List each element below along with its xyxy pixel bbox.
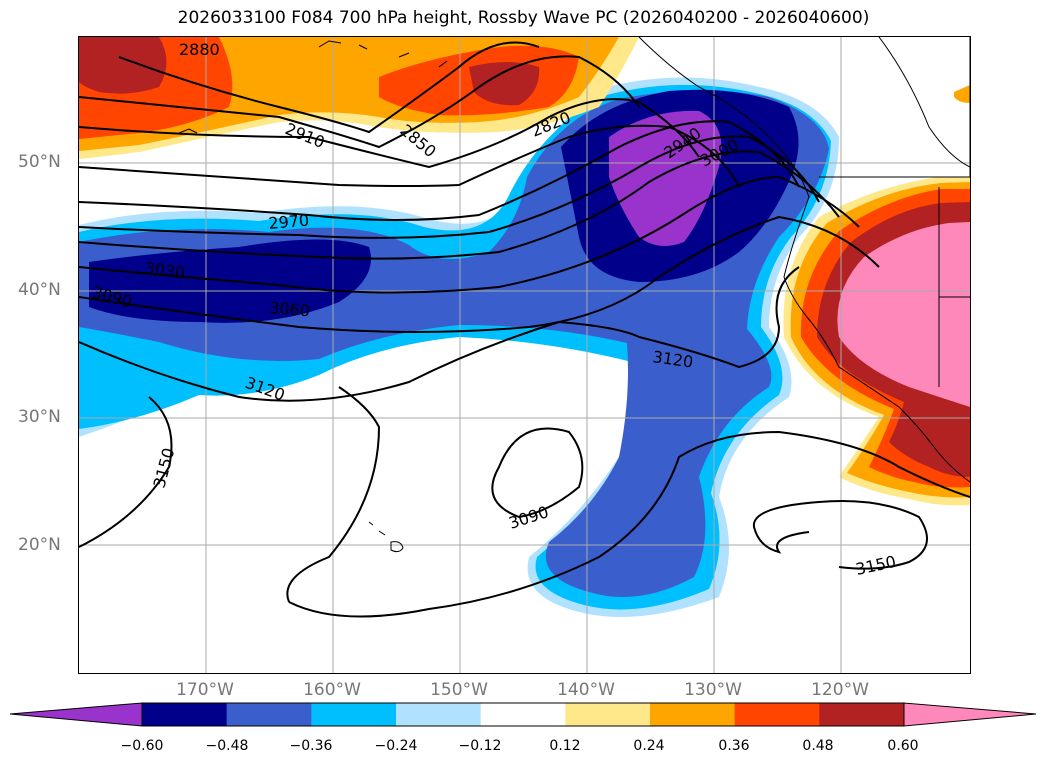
lat-label-30n: 30°N [18,407,61,427]
colorbar-tick: −0.48 [205,738,249,754]
positive-anomaly-pink-spot [954,85,970,103]
lon-label-120w: 120°W [811,680,869,700]
colorbar-tick: 0.36 [718,738,750,754]
negative-anomaly-purple [609,110,722,246]
lon-label-150w: 150°W [430,680,488,700]
contour-label: 3090 [506,502,551,533]
coastlines [178,37,970,553]
colorbar-segment [226,703,312,726]
colorbar-tick: −0.60 [120,738,164,754]
height-contours [79,41,970,618]
colorbar [10,702,1037,727]
lon-label-130w: 130°W [684,680,742,700]
contour-label: 2880 [179,40,220,59]
colorbar-segment [480,703,566,726]
colorbar-tick: −0.24 [374,738,418,754]
lat-label-20n: 20°N [18,535,61,555]
map-title: 2026033100 F084 700 hPa height, Rossby W… [177,8,870,28]
contour-label: 3150 [150,446,179,490]
colorbar-segment [311,703,397,726]
positive-anomaly-red-north [79,37,579,139]
contour-label: 2970 [268,211,310,233]
colorbar-segment [396,703,482,726]
colorbar-segment [142,703,228,726]
lat-label-50n: 50°N [18,152,61,172]
colorbar-tick: 0.12 [549,738,581,754]
lon-label-140w: 140°W [557,680,615,700]
lon-label-160w: 160°W [303,680,361,700]
colorbar-segment [650,703,736,726]
map-svg: 2880 2910 2850 2820 2940 3000 2970 3030 … [79,37,970,673]
positive-anomaly-pink-east [837,222,970,407]
shading-layer [79,37,970,617]
colorbar-segment [819,703,905,726]
colorbar-segment [734,703,820,726]
colorbar-min-arrow [10,702,143,727]
contour-label: 3150 [854,552,898,579]
colorbar-tick: 0.24 [633,738,665,754]
colorbar-tick: −0.12 [458,738,502,754]
colorbar-max-arrow [903,702,1037,727]
colorbar-tick: −0.36 [289,738,333,754]
colorbar-tick: 0.60 [887,738,919,754]
contour-label: 3060 [269,298,311,320]
colorbar-segment [565,703,651,726]
map-panel: 2880 2910 2850 2820 2940 3000 2970 3030 … [78,36,971,674]
lat-label-40n: 40°N [18,280,61,300]
lon-label-170w: 170°W [176,680,234,700]
positive-anomaly-darkred-north [79,37,540,106]
colorbar-tick: 0.48 [802,738,834,754]
